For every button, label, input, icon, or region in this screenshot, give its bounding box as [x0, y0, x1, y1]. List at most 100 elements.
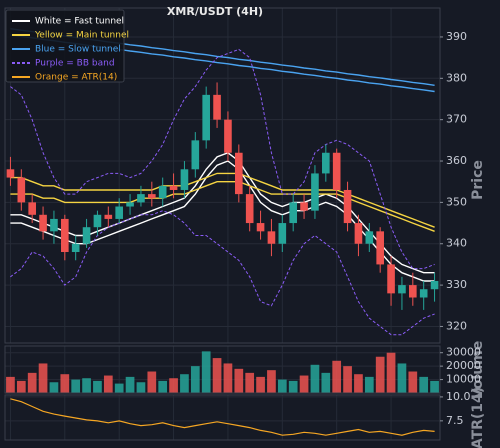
- candle-body: [202, 94, 210, 141]
- y-axis-title: Volume: [470, 341, 486, 400]
- candle-body: [93, 214, 102, 228]
- candle-body: [126, 202, 134, 207]
- volume-bar: [267, 370, 276, 393]
- volume-bar: [190, 366, 200, 393]
- y-tick-label: 20000: [446, 359, 481, 372]
- volume-bar: [343, 366, 352, 393]
- volume-bar: [375, 356, 385, 393]
- candle-body: [6, 169, 15, 178]
- volume-bar: [158, 380, 168, 393]
- candle-body: [332, 152, 341, 190]
- candle-body: [71, 243, 80, 253]
- candle-body: [191, 140, 200, 170]
- candle-body: [235, 152, 243, 195]
- volume-bar: [147, 371, 157, 393]
- y-tick-label: 30000: [446, 346, 481, 359]
- legend-label: Purple = BB band: [35, 59, 115, 69]
- volume-bar: [299, 375, 309, 393]
- candle-body: [180, 169, 189, 190]
- y-tick-label: 370: [446, 113, 467, 126]
- volume-bar: [49, 382, 59, 393]
- volume-bar: [408, 371, 418, 393]
- volume-bar: [212, 358, 222, 393]
- volume-bar: [27, 372, 37, 393]
- candle-body: [267, 231, 276, 244]
- volume-bar: [430, 380, 439, 393]
- volume-bar: [82, 378, 91, 393]
- volume-bar: [103, 375, 113, 393]
- y-tick-label: 340: [446, 237, 467, 250]
- volume-bar: [321, 372, 331, 393]
- candle-body: [213, 94, 221, 120]
- line: [10, 172, 435, 228]
- candle-body: [343, 189, 352, 224]
- volume-bar: [245, 372, 255, 393]
- candle-body: [256, 223, 265, 232]
- y-tick-label: 10.0: [446, 390, 471, 403]
- volume-bar: [180, 374, 189, 393]
- candle-body: [311, 173, 319, 211]
- volume-bar: [223, 363, 233, 393]
- candle-body: [419, 289, 428, 298]
- candle-body: [398, 285, 406, 294]
- volume-bar: [201, 351, 211, 393]
- candle-body: [387, 264, 395, 294]
- y-tick-label: 330: [446, 278, 467, 291]
- candle-body: [158, 185, 167, 199]
- line: [10, 181, 435, 232]
- volume-bar: [38, 363, 48, 393]
- candle-body: [365, 231, 374, 244]
- volume-bar: [136, 382, 146, 393]
- candle-body: [169, 185, 178, 190]
- volume-bar: [114, 383, 124, 393]
- candle-body: [409, 285, 417, 298]
- volume-bar: [310, 364, 320, 393]
- candle-body: [376, 231, 384, 265]
- legend-label: Yellow = Main tunnel: [34, 31, 129, 41]
- y-tick-label: 350: [446, 195, 467, 208]
- legend: White = Fast tunnel Yellow = Main tunnel B…: [5, 9, 129, 83]
- candle-body: [245, 194, 254, 224]
- volume-bar: [125, 376, 135, 393]
- y-axis-title: ATR(14): [470, 387, 486, 448]
- legend-label: Orange = ATR(14): [35, 73, 117, 83]
- candle-body: [82, 227, 91, 244]
- atr-panel: [4, 394, 441, 441]
- volume-bar: [354, 374, 363, 393]
- candle-body: [17, 177, 26, 203]
- candle-body: [137, 194, 145, 203]
- candle-body: [224, 119, 232, 153]
- volume-bar: [397, 363, 407, 393]
- line: [10, 398, 435, 436]
- volume-bar: [288, 380, 298, 393]
- volume-bar: [6, 376, 15, 393]
- volume-bar: [169, 378, 178, 393]
- candle-body: [354, 223, 363, 244]
- volume-bar: [256, 376, 265, 393]
- line: [10, 210, 435, 336]
- volume-bar: [16, 380, 26, 393]
- chart-title: XMR/USDT (4H): [167, 5, 263, 18]
- y-tick-label: 360: [446, 154, 467, 167]
- candle-body: [430, 280, 439, 290]
- legend-box: [5, 9, 125, 83]
- line: [10, 152, 435, 274]
- candle-body: [28, 202, 36, 215]
- candle-body: [115, 206, 123, 219]
- volume-bar: [332, 360, 342, 393]
- y-tick-label: 390: [446, 30, 467, 43]
- volume-bar: [71, 379, 81, 393]
- volume-bar: [234, 368, 244, 393]
- y-tick-label: 10000: [446, 373, 481, 386]
- candle-body: [148, 194, 156, 199]
- y-axis-title: Price: [470, 160, 486, 200]
- volume-bar: [277, 379, 287, 393]
- candle-body: [104, 214, 113, 219]
- volume-panel: [4, 345, 441, 394]
- y-tick-label: 7.5: [446, 414, 464, 427]
- line: [10, 48, 435, 270]
- price-panel: [4, 7, 441, 344]
- candle-body: [61, 218, 69, 253]
- legend-label: White = Fast tunnel: [35, 17, 124, 27]
